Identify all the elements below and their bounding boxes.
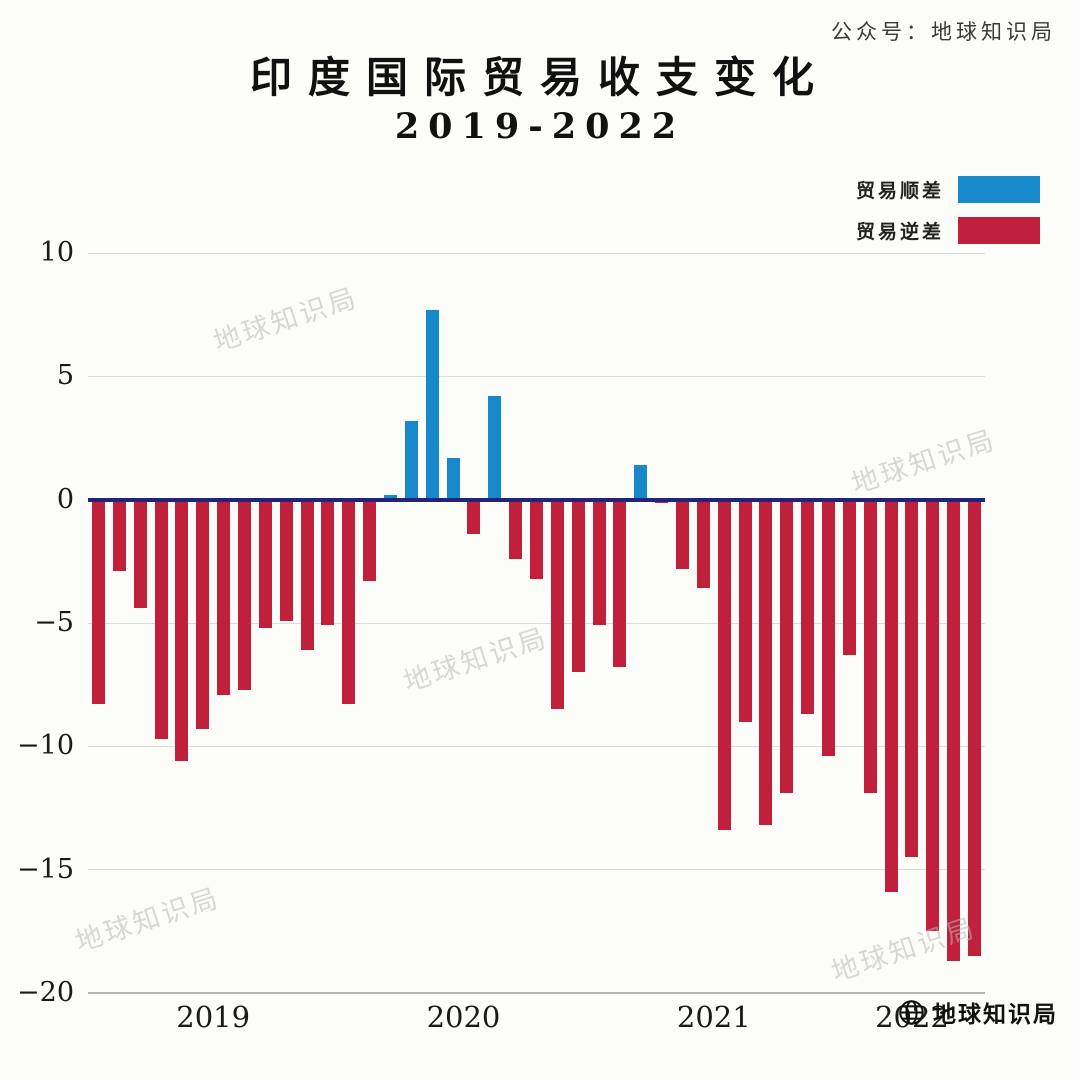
y-tick-label--10: −10 xyxy=(17,730,74,762)
bar-2022-06 xyxy=(947,499,961,961)
gridline-y-10 xyxy=(88,252,985,254)
account-label: 公众号：地球知识局 xyxy=(831,20,1056,44)
bar-2022-02 xyxy=(863,499,877,794)
bar-2020-03 xyxy=(383,494,397,500)
y-tick-label-0: 0 xyxy=(56,483,74,515)
legend-swatch-deficit xyxy=(958,217,1040,244)
bar-2019-05 xyxy=(175,499,189,762)
bar-2022-01 xyxy=(842,499,856,656)
x-tick-label-2020: 2020 xyxy=(426,1000,501,1034)
bar-2019-10 xyxy=(279,499,293,621)
x-tick-label-2021: 2021 xyxy=(676,1000,751,1034)
legend-label-deficit: 贸易逆差 xyxy=(855,221,944,243)
y-tick-label-5: 5 xyxy=(56,360,74,392)
bar-2019-08 xyxy=(237,499,251,690)
gridline-y--15 xyxy=(88,869,985,871)
y-tick-label--5: −5 xyxy=(34,607,74,638)
bar-2020-07 xyxy=(467,499,481,535)
bar-2020-11 xyxy=(550,499,564,710)
bar-2019-03 xyxy=(133,499,147,609)
zero-axis-line xyxy=(88,497,985,502)
legend-label-surplus: 贸易顺差 xyxy=(855,180,944,202)
bar-2020-10 xyxy=(530,499,543,579)
bar-2021-08 xyxy=(738,499,752,722)
gridline-y--10 xyxy=(88,745,985,747)
bar-2019-06 xyxy=(196,499,210,730)
page-title: 印度国际贸易收支变化 xyxy=(249,53,830,102)
bar-2020-01 xyxy=(342,499,356,705)
legend-swatch-surplus xyxy=(958,176,1040,203)
bar-2021-12 xyxy=(822,499,836,757)
bar-2020-09 xyxy=(509,499,523,559)
gridline-y-5 xyxy=(88,375,985,377)
bar-2019-04 xyxy=(154,499,168,739)
gridline-y--5 xyxy=(88,622,985,624)
legend-item-surplus: 贸易顺差 xyxy=(856,176,1040,203)
bar-2021-01 xyxy=(592,499,606,626)
legend-item-deficit: 贸易逆差 xyxy=(856,217,1040,244)
bar-2020-12 xyxy=(571,499,585,673)
bar-2019-09 xyxy=(258,499,272,628)
bar-2019-12 xyxy=(321,499,335,626)
bar-2019-02 xyxy=(112,499,126,572)
bar-2021-11 xyxy=(801,499,815,715)
bar-2021-05 xyxy=(676,499,690,569)
bar-2019-11 xyxy=(300,499,314,651)
bar-2022-05 xyxy=(926,499,940,932)
bar-2021-07 xyxy=(717,499,731,831)
bar-2021-10 xyxy=(780,499,794,794)
bar-2021-03 xyxy=(634,465,648,500)
y-tick-label--20: −20 xyxy=(17,977,74,1008)
bar-2022-04 xyxy=(905,499,919,858)
bar-2020-06 xyxy=(446,457,460,500)
brand-text: 地球知识局 xyxy=(933,1002,1058,1028)
bar-2022-03 xyxy=(884,499,898,892)
bar-2021-02 xyxy=(613,499,627,668)
bar-2020-08 xyxy=(488,396,502,500)
chart-legend: 贸易顺差 贸易逆差 xyxy=(856,176,1040,258)
page-subtitle: 2019-2022 xyxy=(394,106,686,147)
globe-icon xyxy=(898,999,925,1026)
bar-2020-02 xyxy=(363,499,377,582)
bar-2020-05 xyxy=(425,309,439,500)
bar-2020-04 xyxy=(404,420,418,500)
x-tick-label-2019: 2019 xyxy=(176,1000,251,1034)
bar-2019-07 xyxy=(217,499,231,695)
bar-2022-07 xyxy=(968,499,982,956)
brand-footer: 地球知识局 xyxy=(898,995,1058,1029)
y-tick-label-10: 10 xyxy=(39,237,74,268)
bar-2021-06 xyxy=(696,499,710,589)
y-tick-label--15: −15 xyxy=(17,853,74,885)
bar-2021-09 xyxy=(759,499,773,826)
bar-2019-01 xyxy=(91,499,105,705)
gridline-y--20 xyxy=(88,992,985,994)
